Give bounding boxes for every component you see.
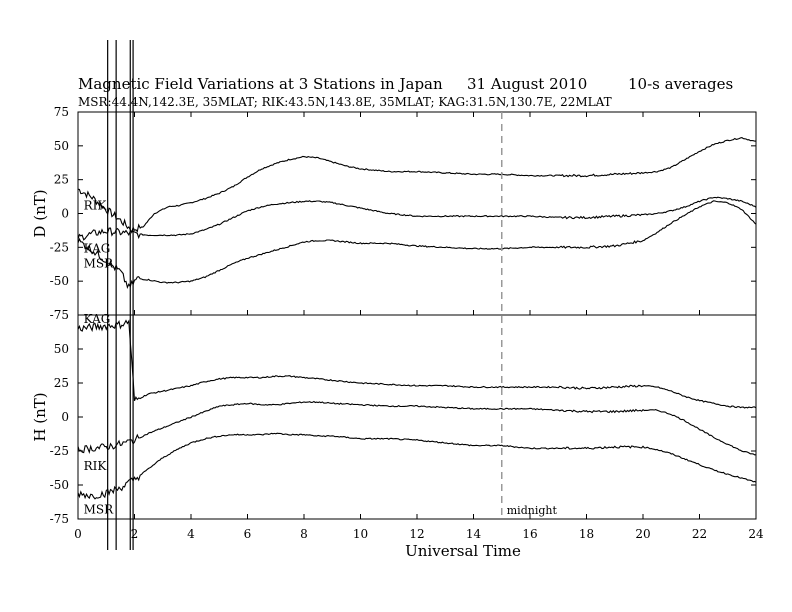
y-tick-label-D: 75: [54, 105, 69, 119]
y-tick-label-D: -75: [50, 308, 69, 322]
station-label-H-RIK: RIK: [84, 459, 108, 473]
chart-title: Magnetic Field Variations at 3 Stations …: [78, 75, 443, 93]
y-tick-label-D: -50: [50, 274, 69, 288]
x-tick-label: 2: [131, 527, 139, 541]
station-label-H-KAG: KAG: [84, 312, 111, 326]
x-axis-label: Universal Time: [405, 542, 521, 560]
panel-frame-H: [77, 314, 757, 520]
x-tick-label: 6: [244, 527, 252, 541]
y-tick-label-H: -50: [50, 478, 69, 492]
station-label-D-KAG: KAG: [84, 242, 111, 256]
x-tick-label: 18: [579, 527, 594, 541]
x-tick-label: 10: [353, 527, 368, 541]
y-tick-label-D: 25: [54, 173, 69, 187]
y-axis-label-H: H (nT): [31, 392, 49, 441]
x-tick-label: 24: [748, 527, 764, 541]
station-label-H-MSR: MSR: [84, 502, 115, 516]
x-tick-label: 16: [522, 527, 537, 541]
chart-subtitle: MSR:44.4N,142.3E, 35MLAT; RIK:43.5N,143.…: [78, 95, 612, 109]
y-tick-label-D: 50: [54, 139, 69, 153]
x-tick-label: 8: [300, 527, 308, 541]
station-label-D-MSR: MSR: [84, 257, 115, 271]
station-label-D-RIK: RIK: [84, 198, 108, 212]
x-tick-label: 4: [187, 527, 195, 541]
y-tick-label-H: 50: [54, 342, 69, 356]
y-tick-label-D: -25: [50, 240, 69, 254]
x-tick-label: 14: [466, 527, 482, 541]
x-tick-label: 0: [74, 527, 82, 541]
series-line-D-MSR: [77, 200, 757, 289]
y-tick-label-H: -25: [50, 444, 69, 458]
chart-averaging: 10-s averages: [628, 75, 733, 93]
series-line-D-KAG: [77, 196, 757, 241]
x-tick-label: 20: [635, 527, 650, 541]
y-tick-label-H: -75: [50, 512, 69, 526]
series-line-D-RIK: [77, 137, 757, 234]
y-axis-label-D: D (nT): [31, 189, 49, 237]
y-tick-label-D: 0: [61, 207, 69, 221]
y-tick-label-H: 0: [61, 410, 69, 424]
x-tick-label: 12: [409, 527, 424, 541]
chart-date: 31 August 2010: [467, 75, 587, 93]
series-line-H-MSR: [77, 432, 757, 500]
x-tick-label: 22: [692, 527, 707, 541]
series-line-H-RIK: [77, 400, 756, 456]
midnight-marker-label: midnight: [507, 504, 558, 517]
series-line-H-KAG: [77, 319, 757, 409]
y-tick-label-H: 25: [54, 376, 69, 390]
